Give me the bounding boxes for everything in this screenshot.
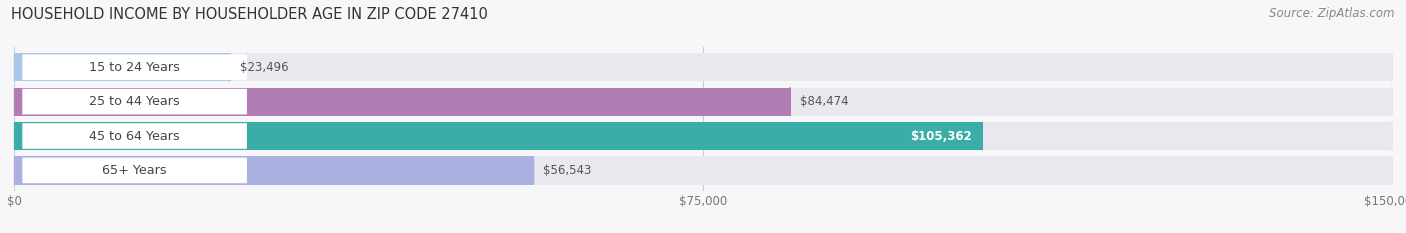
Bar [14, 88, 790, 116]
Bar [14, 53, 231, 81]
Bar [14, 53, 1392, 81]
Text: $56,543: $56,543 [543, 164, 592, 177]
FancyBboxPatch shape [22, 158, 247, 183]
Bar [14, 122, 1392, 150]
Bar [14, 156, 1392, 185]
Bar [14, 122, 981, 150]
FancyBboxPatch shape [22, 123, 247, 149]
Text: 15 to 24 Years: 15 to 24 Years [89, 61, 180, 74]
Bar [14, 88, 1392, 116]
Text: 45 to 64 Years: 45 to 64 Years [89, 130, 180, 143]
Text: HOUSEHOLD INCOME BY HOUSEHOLDER AGE IN ZIP CODE 27410: HOUSEHOLD INCOME BY HOUSEHOLDER AGE IN Z… [11, 7, 488, 22]
FancyBboxPatch shape [22, 55, 247, 80]
FancyBboxPatch shape [22, 89, 247, 114]
Text: $105,362: $105,362 [911, 130, 973, 143]
Text: $23,496: $23,496 [239, 61, 288, 74]
Text: $84,474: $84,474 [800, 95, 848, 108]
Bar [14, 156, 533, 185]
Text: Source: ZipAtlas.com: Source: ZipAtlas.com [1270, 7, 1395, 20]
Text: 25 to 44 Years: 25 to 44 Years [89, 95, 180, 108]
Text: 65+ Years: 65+ Years [103, 164, 167, 177]
